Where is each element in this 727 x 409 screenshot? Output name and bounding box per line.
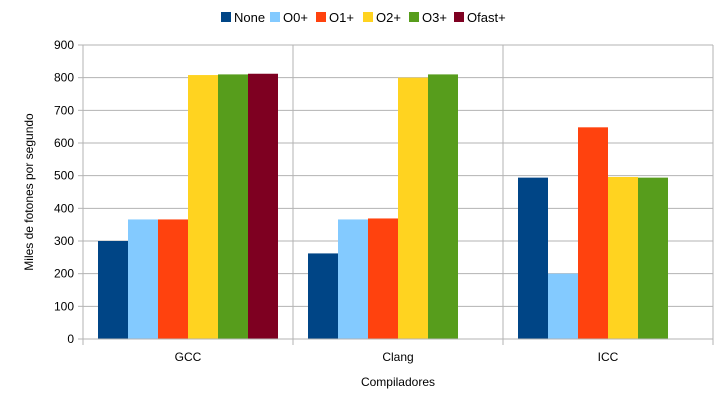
bar-icc-o2-plus [608,176,638,339]
legend: None O0+ O1+ O2+ O3+ Ofast+ [221,10,506,25]
bar-clang-o0-plus [338,219,368,339]
bar-clang-none [308,253,338,339]
bar-icc-o3-plus [638,177,668,339]
legend-label: None [234,10,265,25]
y-tick-label: 700 [54,103,74,117]
x-tick-label: Clang [382,350,413,364]
legend-label: O1+ [329,10,354,25]
y-axis-title: Miles de fotones por segundo [22,113,36,271]
legend-label: O2+ [376,10,401,25]
bar-gcc-o1-plus [158,219,188,339]
axes: 0 100 200 300 400 500 600 700 800 900 GCC Clang ICC [54,38,714,364]
y-tick-label: 900 [54,38,74,52]
y-tick-label: 500 [54,169,74,183]
bar-clang-o1-plus [368,218,398,339]
legend-label: O3+ [422,10,447,25]
x-tick-label: GCC [175,350,202,364]
legend-swatch [221,12,231,22]
bar-gcc-o3-plus [218,74,248,340]
bar-clang-o2-plus [398,77,428,340]
legend-swatch [363,12,373,22]
y-tick-label: 200 [54,267,74,281]
legend-swatch [270,12,280,22]
legend-label: O0+ [283,10,308,25]
bar-gcc-o2-plus [188,75,218,339]
bar-icc-o1-plus [578,127,608,339]
bar-icc-o0-plus [548,273,578,339]
bar-gcc-none [98,241,128,339]
bar-gcc-ofast-plus [248,73,278,339]
legend-swatch [454,12,464,22]
bar-clang-o3-plus [428,74,458,340]
y-tick-label: 300 [54,234,74,248]
bar-icc-none [518,177,548,339]
y-tick-label: 600 [54,136,74,150]
y-tick-label: 100 [54,299,74,313]
x-axis-title: Compiladores [361,375,435,389]
legend-label: Ofast+ [467,10,506,25]
y-tick-label: 800 [54,71,74,85]
bars [98,73,668,340]
bar-gcc-o0-plus [128,219,158,339]
y-tick-label: 0 [67,332,74,346]
legend-swatch [316,12,326,22]
x-tick-label: ICC [598,350,619,364]
legend-swatch [409,12,419,22]
y-tick-label: 400 [54,201,74,215]
